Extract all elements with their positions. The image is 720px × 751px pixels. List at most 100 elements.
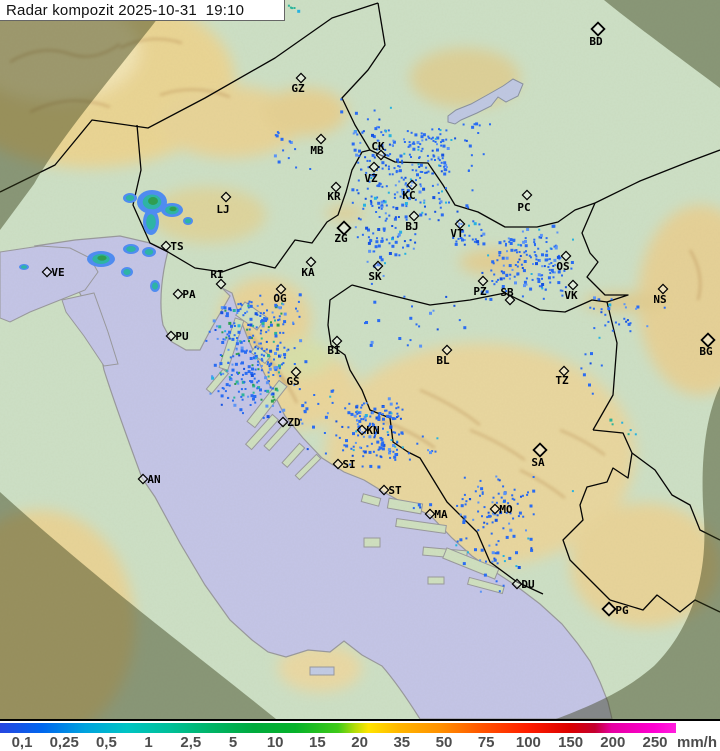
precip-pixel [366, 445, 369, 448]
precip-pixel [629, 429, 632, 432]
precip-pixel [486, 516, 489, 519]
precip-pixel [530, 547, 533, 550]
precip-pixel [354, 226, 357, 229]
precip-pixel [489, 297, 493, 301]
precip-pixel [243, 340, 246, 342]
precip-pixel [250, 374, 254, 377]
precip-pixel [265, 404, 269, 408]
precip-pixel [409, 178, 412, 181]
precip-pixel [521, 230, 524, 233]
precip-pixel [361, 465, 364, 468]
precip-pixel [240, 395, 243, 398]
precip-pixel [366, 159, 369, 162]
precip-pixel [610, 298, 613, 301]
precip-pixel [394, 184, 397, 187]
precip-pixel [537, 280, 541, 283]
precip-pixel [341, 425, 344, 428]
precip-pixel [463, 493, 466, 496]
precip-pixel [250, 394, 254, 398]
precip-pixel [277, 160, 281, 164]
precip-pixel [415, 169, 418, 172]
precip-pixel [514, 281, 517, 285]
precip-pixel [508, 240, 511, 243]
precip-pixel [345, 439, 348, 443]
precip-pixel [367, 228, 370, 232]
precip-pixel [524, 244, 528, 248]
precip-pixel [558, 258, 561, 261]
precip-pixel [434, 140, 437, 143]
precip-pixel [414, 241, 417, 244]
precip-pixel [548, 263, 551, 266]
precip-pixel [383, 200, 387, 204]
precip-pixel [434, 450, 437, 453]
precip-blob [143, 209, 159, 235]
precip-pixel [485, 560, 487, 563]
precip-pixel [429, 503, 433, 507]
precip-pixel [421, 139, 424, 142]
precip-pixel [525, 277, 528, 280]
precip-pixel [350, 412, 354, 416]
precip-pixel [379, 182, 382, 185]
precip-pixel [384, 219, 387, 222]
precip-pixel [387, 433, 390, 436]
precip-pixel [420, 135, 424, 139]
city-label-kr: KR [327, 190, 341, 203]
precip-pixel [434, 210, 437, 213]
city-marker-kn [356, 424, 368, 436]
precip-pixel [214, 329, 217, 331]
precip-pixel [477, 501, 480, 504]
precip-pixel [278, 354, 281, 358]
cities-layer: GZ BD MB CK VZ KC KR LJ PC BJ VT ZG TS OS KA SK VE RI PZ VK… [41, 21, 716, 617]
precip-pixel [250, 380, 254, 384]
precip-pixel [516, 273, 519, 276]
precip-pixel [524, 237, 527, 240]
precip-pixel [243, 381, 246, 384]
precip-pixel [543, 265, 546, 268]
precip-pixel [501, 287, 504, 290]
precip-pixel [265, 348, 268, 351]
precip-pixel [392, 450, 395, 453]
precip-pixel [382, 443, 386, 447]
precip-pixel [374, 127, 378, 131]
precip-pixel [237, 372, 239, 375]
city-marker-du [511, 578, 523, 590]
precip-pixel [370, 203, 373, 206]
precip-pixel [505, 290, 508, 293]
precip-pixel [387, 165, 390, 168]
precip-pixel [475, 122, 479, 126]
precip-pixel [226, 315, 229, 318]
precip-pixel [402, 178, 405, 181]
precip-pixel [621, 421, 624, 424]
precip-pixel [490, 269, 493, 272]
precip-pixel [272, 395, 275, 398]
precip-pixel [441, 157, 444, 160]
precip-pixel [220, 403, 223, 406]
precip-pixel [422, 133, 426, 137]
precip-pixel [404, 252, 407, 255]
precip-pixel [274, 352, 277, 355]
precip-pixel [205, 339, 208, 342]
city-label-ns: NS [653, 293, 666, 306]
precip-pixel [479, 590, 482, 593]
precip-pixel [538, 228, 541, 231]
precip-pixel [487, 254, 490, 257]
precip-pixel [236, 371, 238, 374]
precip-pixel [369, 199, 372, 202]
precip-pixel [467, 206, 470, 209]
precip-pixel [491, 521, 494, 524]
precip-pixel [405, 205, 408, 208]
precip-pixel [240, 378, 243, 381]
precip-pixel [483, 506, 486, 509]
precip-pixel [485, 290, 489, 294]
city-marker-pu [165, 330, 177, 342]
precip-pixel [424, 171, 427, 174]
precip-pixel [369, 415, 372, 418]
precip-pixel [293, 363, 296, 365]
precip-pixel [275, 134, 279, 138]
colorbar-tick: 15 [309, 734, 326, 751]
precip-pixel [593, 296, 596, 300]
precip-pixel [219, 354, 222, 356]
precip-pixel [438, 128, 440, 131]
terrain-grain [0, 0, 720, 719]
